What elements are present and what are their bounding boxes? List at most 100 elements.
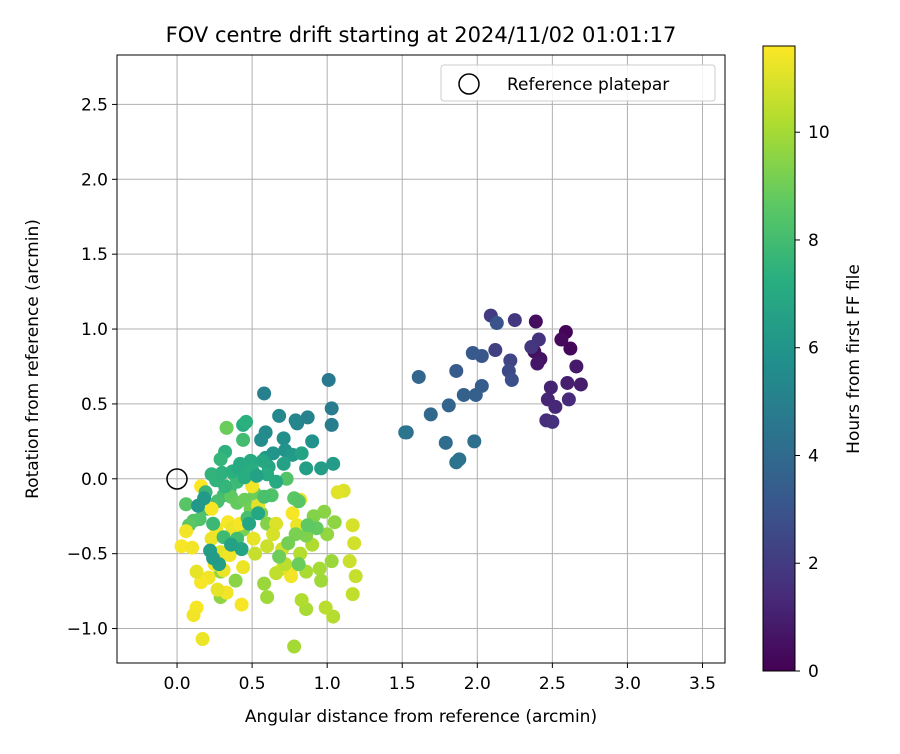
scatter-point — [248, 546, 263, 561]
scatter-point — [312, 561, 327, 576]
y-tick-label: 1.5 — [81, 245, 108, 265]
scatter-point — [224, 537, 239, 552]
scatter-point — [467, 434, 482, 449]
scatter-point — [441, 398, 456, 413]
scatter-point — [279, 471, 294, 486]
x-axis-ticks: 0.0 0.5 1.0 1.5 2.0 2.5 3.0 3.5 — [164, 663, 716, 694]
scatter-point — [215, 465, 230, 480]
scatter-point — [503, 353, 518, 368]
scatter-point — [257, 489, 272, 504]
scatter-point — [191, 498, 206, 513]
x-tick-label: 2.0 — [464, 674, 491, 694]
scatter-point — [213, 452, 228, 467]
scatter-point — [294, 446, 309, 461]
scatter-point — [563, 341, 578, 356]
scatter-point — [318, 600, 333, 615]
scatter-point — [251, 506, 266, 521]
colorbar-tick-label: 10 — [808, 123, 830, 143]
legend-entry-label: Reference platepar — [507, 75, 669, 95]
scatter-point — [242, 516, 257, 531]
scatter-point — [347, 536, 362, 551]
scatter-point — [320, 527, 335, 542]
scatter-point — [237, 470, 252, 485]
x-tick-label: 2.5 — [539, 674, 566, 694]
x-tick-label: 0.5 — [239, 674, 266, 694]
scatter-point — [255, 453, 270, 468]
scatter-point — [305, 434, 320, 449]
legend: Reference platepar — [440, 64, 716, 102]
chart-title: FOV centre drift starting at 2024/11/02 … — [166, 23, 677, 47]
scatter-point — [561, 392, 576, 407]
scatter-point — [545, 414, 560, 429]
scatter-point — [317, 504, 332, 519]
scatter-point — [194, 575, 209, 590]
scatter-point — [260, 539, 275, 554]
legend-marker-icon — [458, 73, 480, 95]
scatter-point — [528, 314, 543, 329]
scatter-point — [342, 554, 357, 569]
scatter-point — [348, 569, 363, 584]
scatter-point — [327, 515, 342, 530]
reference-platepar-marker — [166, 468, 188, 490]
scatter-point — [204, 501, 219, 516]
scatter-point — [269, 566, 284, 581]
scatter-point — [249, 468, 264, 483]
scatter-point — [206, 516, 221, 531]
scatter-point — [179, 524, 194, 539]
scatter-point — [294, 593, 309, 608]
scatter-point — [300, 410, 315, 425]
scatter-point — [195, 632, 210, 647]
scatter-point — [314, 461, 329, 476]
y-axis-ticks: −1.0 −0.5 0.0 0.5 1.0 1.5 2.0 2.5 — [67, 95, 117, 640]
scatter-points — [174, 308, 588, 654]
scatter-point — [456, 387, 471, 402]
scatter-point — [281, 536, 296, 551]
scatter-point — [324, 417, 339, 432]
scatter-point — [179, 497, 194, 512]
scatter-point — [411, 369, 426, 384]
colorbar-tick-label: 4 — [808, 446, 819, 466]
scatter-point — [345, 587, 360, 602]
y-tick-label: −0.5 — [67, 545, 108, 565]
x-tick-label: 1.5 — [389, 674, 416, 694]
scatter-point — [326, 456, 341, 471]
colorbar-ticks: 0 2 4 6 8 10 — [795, 123, 830, 682]
scatter-point — [504, 372, 519, 387]
scatter-point — [543, 380, 558, 395]
scatter-point — [234, 542, 249, 557]
scatter-point — [300, 518, 315, 533]
scatter-point — [257, 386, 272, 401]
scatter-point — [254, 432, 269, 447]
scatter-point — [234, 597, 249, 612]
scatter-point — [272, 408, 287, 423]
scatter-point — [398, 425, 413, 440]
scatter-point — [276, 456, 291, 471]
scatter-point — [291, 494, 306, 509]
scatter-point — [236, 560, 251, 575]
x-tick-label: 0.0 — [164, 674, 191, 694]
y-tick-label: −1.0 — [67, 620, 108, 640]
scatter-point — [560, 375, 575, 390]
y-tick-label: 0.5 — [81, 395, 108, 415]
scatter-point — [285, 506, 300, 521]
scatter-point — [276, 431, 291, 446]
scatter-point — [186, 608, 201, 623]
scatter-point — [299, 461, 314, 476]
scatter-point — [260, 590, 275, 605]
y-tick-label: 1.0 — [81, 320, 108, 340]
scatter-point — [266, 527, 281, 542]
scatter-point — [236, 432, 251, 447]
scatter-point — [272, 549, 287, 564]
colorbar-label: Hours from first FF file — [844, 264, 864, 454]
colorbar — [762, 45, 796, 672]
legend-box — [440, 64, 716, 102]
colorbar-tick-label: 6 — [808, 339, 819, 359]
scatter-point — [174, 539, 189, 554]
scatter-point — [324, 554, 339, 569]
scatter-point — [554, 332, 569, 347]
scatter-point — [222, 548, 237, 563]
scatter-point — [246, 531, 261, 546]
scatter-point — [185, 540, 200, 555]
